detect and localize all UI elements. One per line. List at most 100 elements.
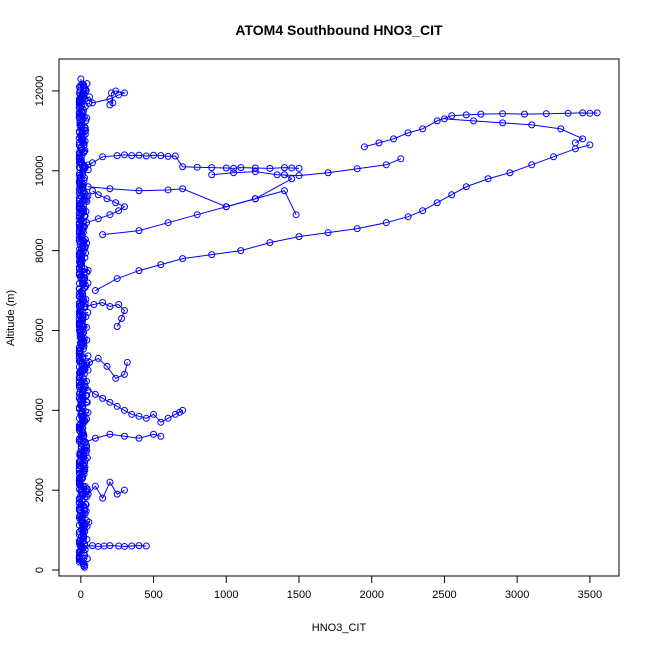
data-point: [208, 171, 216, 179]
series-line: [88, 174, 293, 208]
data-point: [251, 195, 259, 203]
data-point: [113, 152, 121, 160]
data-point: [115, 207, 123, 215]
data-point: [484, 175, 492, 183]
data-point: [83, 268, 91, 276]
data-point: [75, 227, 83, 235]
data-point: [120, 151, 128, 159]
data-point: [477, 110, 485, 118]
data-point: [353, 225, 361, 233]
data-point: [208, 251, 216, 259]
data-point: [112, 87, 120, 95]
data-point: [135, 151, 143, 159]
x-tick-label: 0: [78, 589, 84, 601]
data-point: [528, 121, 536, 129]
data-point: [84, 183, 92, 191]
data-point: [462, 111, 470, 119]
x-tick-label: 500: [144, 589, 162, 601]
data-point: [157, 261, 165, 269]
data-point: [83, 219, 91, 227]
data-point: [81, 542, 89, 550]
data-point: [222, 203, 230, 211]
series-line: [95, 144, 591, 291]
data-point: [78, 333, 86, 341]
data-point: [179, 163, 187, 171]
data-point: [83, 80, 91, 88]
data-point: [390, 135, 398, 143]
data-point: [99, 299, 107, 307]
data-point: [81, 303, 89, 311]
data-point: [99, 231, 107, 239]
series-line: [81, 481, 125, 500]
data-point: [499, 119, 507, 127]
data-point: [375, 139, 383, 147]
data-point: [176, 408, 184, 416]
data-point: [273, 171, 281, 179]
series-line: [80, 78, 127, 106]
data-point: [382, 219, 390, 227]
data-point: [120, 542, 128, 550]
data-point: [404, 129, 412, 137]
data-point: [112, 374, 120, 382]
data-point: [120, 89, 128, 97]
data-point: [135, 227, 143, 235]
data-point: [83, 517, 91, 525]
data-point: [107, 89, 115, 97]
data-point: [85, 99, 93, 107]
data-point: [88, 187, 96, 195]
data-point: [157, 418, 165, 426]
data-point: [193, 211, 201, 219]
data-point: [75, 197, 83, 205]
y-tick-label: 10000: [34, 155, 46, 186]
data-point: [120, 203, 128, 211]
data-point: [94, 215, 102, 223]
data-point: [83, 323, 91, 331]
data-point: [88, 159, 96, 167]
data-point: [593, 109, 601, 117]
data-point: [85, 518, 93, 526]
data-point: [84, 490, 92, 498]
data-point: [142, 414, 150, 422]
data-point: [80, 284, 88, 292]
y-tick-label: 4000: [34, 398, 46, 422]
data-point: [208, 164, 216, 172]
y-tick-label: 0: [34, 567, 46, 573]
data-point: [586, 109, 594, 117]
data-point: [382, 161, 390, 169]
data-point: [230, 164, 238, 172]
data-point: [557, 125, 565, 133]
series-group: [75, 75, 601, 571]
series-line: [364, 112, 598, 148]
data-point: [142, 542, 150, 550]
data-point: [448, 112, 456, 120]
data-point: [81, 382, 89, 390]
data-point: [397, 155, 405, 163]
data-point: [91, 390, 99, 398]
data-point: [360, 143, 368, 151]
data-point: [419, 125, 427, 133]
data-point: [84, 352, 92, 360]
data-point: [564, 109, 572, 117]
data-point: [266, 164, 274, 172]
series-line: [102, 190, 297, 236]
series-line: [211, 158, 402, 177]
data-point: [86, 93, 94, 101]
x-axis-label: HNO3_CIT: [312, 622, 367, 634]
data-point: [157, 432, 165, 440]
data-point: [292, 211, 300, 219]
data-point: [82, 313, 90, 321]
data-point: [75, 469, 83, 477]
x-tick-label: 1500: [287, 589, 311, 601]
y-tick-label: 12000: [34, 76, 46, 107]
data-point: [135, 267, 143, 275]
data-point: [120, 432, 128, 440]
data-point: [135, 412, 143, 420]
data-point: [112, 199, 120, 207]
data-point: [78, 486, 86, 494]
data-point: [135, 434, 143, 442]
data-point: [113, 322, 121, 330]
data-point: [150, 430, 158, 438]
data-point: [251, 168, 259, 176]
data-point: [353, 165, 361, 173]
